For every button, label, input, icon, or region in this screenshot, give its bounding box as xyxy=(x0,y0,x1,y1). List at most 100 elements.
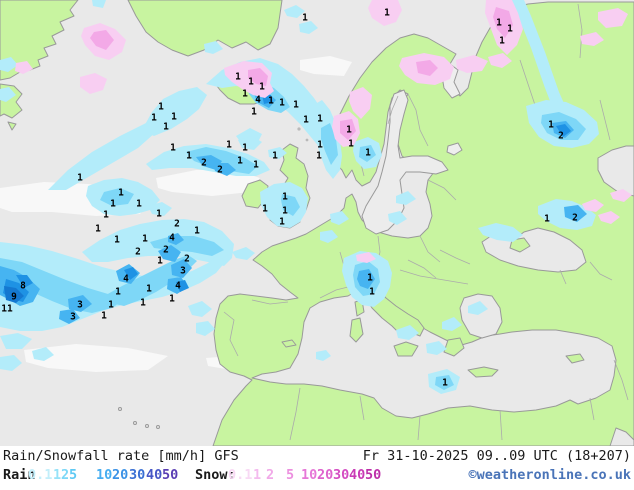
rain-patch xyxy=(186,147,258,174)
scale-value: 5 xyxy=(286,467,295,483)
precip-intensity-label: 2 xyxy=(135,247,141,258)
precip-intensity-label: 1 xyxy=(279,217,285,228)
precip-intensity-label: 1 xyxy=(140,298,146,309)
precip-intensity-label: 3 xyxy=(77,300,83,311)
rain-patch xyxy=(68,295,92,312)
rain-patch xyxy=(124,267,138,280)
precip-intensity-label: 1 xyxy=(317,114,323,125)
land-cyprus xyxy=(565,353,585,364)
precip-intensity-label: 4 xyxy=(169,233,175,244)
precip-intensity-label: 4 xyxy=(123,274,129,285)
country-border-layer xyxy=(223,3,629,441)
copyright-link[interactable]: ©weatheronline.co.uk xyxy=(468,467,631,483)
rain-patch xyxy=(0,87,16,102)
scale-value: 2 xyxy=(266,467,275,483)
precip-intensity-label: 1 xyxy=(142,234,148,245)
precip-intensity-label: 1 xyxy=(242,143,248,154)
precip-intensity-label: 2 xyxy=(174,219,180,230)
precip-intensity-label: 1 xyxy=(302,13,308,24)
precip-intensity-label: 1 xyxy=(282,192,288,203)
precip-intensity-label: 1 xyxy=(103,210,109,221)
precip-intensity-label: 2 xyxy=(163,245,169,256)
snow-patch xyxy=(349,87,372,119)
rain-patch xyxy=(168,233,184,245)
precip-intensity-label: 11 xyxy=(1,304,13,315)
precip-intensity-label: 8 xyxy=(20,281,26,292)
land-faroe xyxy=(297,127,301,131)
rain-patch xyxy=(171,259,192,278)
precip-intensity-label: 2 xyxy=(558,131,564,142)
precip-intensity-label: 1 xyxy=(279,98,285,109)
rain-patch xyxy=(564,205,587,222)
precip-intensity-label: 1 xyxy=(156,209,162,220)
scale-value: 10 xyxy=(301,467,318,483)
rain-patch xyxy=(478,223,523,242)
rain-patch xyxy=(59,309,80,324)
precip-intensity-label: 1 xyxy=(237,156,243,167)
precip-intensity-label: 1 xyxy=(268,96,274,107)
rain-patch xyxy=(188,301,212,317)
precip-intensity-label: 1 xyxy=(248,77,254,88)
precip-intensity-label: 2 xyxy=(184,254,190,265)
snow-patch xyxy=(456,55,488,73)
snow-patch xyxy=(610,189,632,202)
precip-intensity-label: 1 xyxy=(346,125,352,136)
scale-value: 20 xyxy=(112,467,129,483)
precip-intensity-label: 1 xyxy=(293,100,299,111)
precip-intensity-label: 2 xyxy=(572,213,578,224)
lake-ladoga xyxy=(446,142,463,156)
rain-patch xyxy=(238,136,262,150)
precip-intensity-label: 1 xyxy=(499,36,505,47)
snow-patch xyxy=(493,7,513,38)
precip-intensity-label: 1 xyxy=(108,300,114,311)
legend-title-row: Rain/Snowfall rate [mm/h] GFS Fr 31-10-2… xyxy=(0,448,634,466)
rain-scale-label: Rain xyxy=(3,467,36,483)
rain-patch xyxy=(176,280,189,292)
precip-intensity-label: 1 xyxy=(316,151,322,162)
scale-value: 1 xyxy=(53,467,62,483)
precip-intensity-label: 1 xyxy=(101,311,107,322)
snow-patch xyxy=(356,252,376,263)
scale-value: 0.1 xyxy=(228,467,253,483)
land-greenland-west xyxy=(0,0,79,81)
scale-value: 1 xyxy=(253,467,262,483)
precip-intensity-label: 1 xyxy=(317,140,323,151)
land-crete xyxy=(467,366,499,378)
rain-patch xyxy=(316,350,331,361)
precip-intensity-label: 1 xyxy=(365,148,371,159)
precip-intensity-label: 1 xyxy=(282,206,288,217)
precip-intensity-label: 1 xyxy=(163,122,169,133)
rain-patch xyxy=(357,269,375,289)
precip-intensity-label: 1 xyxy=(348,139,354,150)
snow-scale-label: Snow: xyxy=(195,467,236,483)
sea-light-patch xyxy=(156,170,260,196)
snow-patch xyxy=(248,68,268,86)
precip-intensity-label: 1 xyxy=(186,151,192,162)
rain-patch xyxy=(442,317,462,331)
scale-value: 2 xyxy=(61,467,70,483)
map-title: Rain/Snowfall rate [mm/h] GFS xyxy=(3,448,239,464)
precip-intensity-label: 3 xyxy=(70,312,76,323)
land-canary-1 xyxy=(133,421,137,425)
rain-patch xyxy=(196,321,215,336)
precip-intensity-label: 4 xyxy=(255,95,261,106)
precip-intensity-label: 9 xyxy=(11,292,17,303)
scale-value: 10 xyxy=(96,467,113,483)
precip-intensity-label: 1 xyxy=(77,173,83,184)
rain-patch xyxy=(388,211,407,225)
precip-intensity-label: 1 xyxy=(157,256,163,267)
land-balearics xyxy=(281,339,297,348)
rain-patch xyxy=(396,325,419,340)
precip-intensity-label: 1 xyxy=(253,160,259,171)
rain-patch xyxy=(158,245,181,262)
precip-intensity-label: 1 xyxy=(251,107,257,118)
rain-patch xyxy=(232,247,255,260)
precip-intensity-label: 2 xyxy=(201,158,207,169)
rain-patch xyxy=(92,0,106,8)
precip-intensity-label: 3 xyxy=(180,266,186,277)
rain-patch xyxy=(508,0,566,120)
precip-intensity-label: 1 xyxy=(496,18,502,29)
precip-intensity-label: 1 xyxy=(507,24,513,35)
